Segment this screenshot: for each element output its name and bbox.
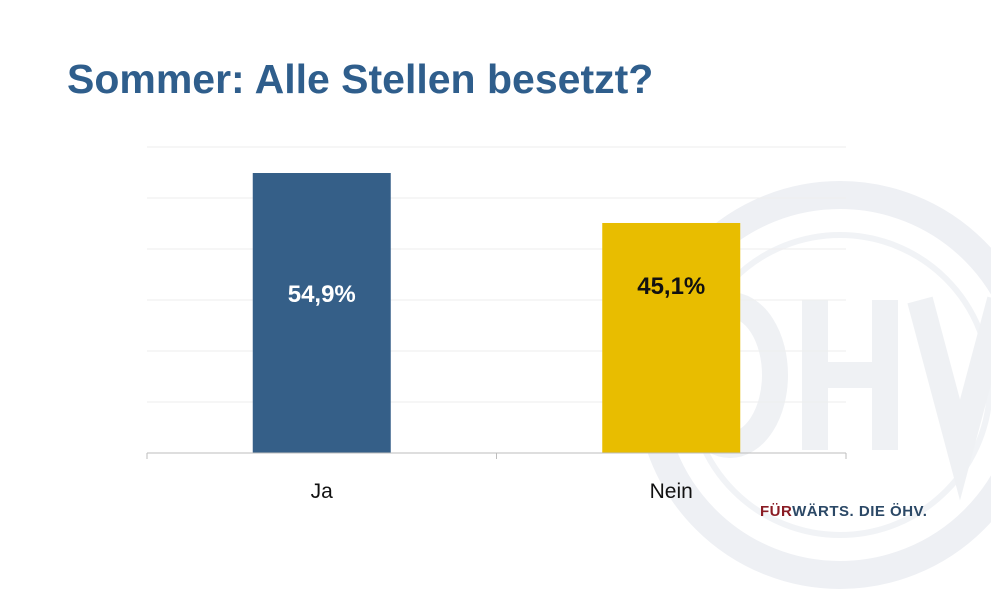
data-label: 54,9% bbox=[288, 281, 356, 308]
footer-slogan: FÜRWÄRTS. DIE ÖHV. bbox=[760, 503, 927, 520]
x-tick-label: Ja bbox=[311, 480, 334, 503]
footer-slogan-highlight: FÜR bbox=[760, 503, 793, 520]
page-title: Sommer: Alle Stellen besetzt? bbox=[67, 56, 654, 102]
data-label: 45,1% bbox=[637, 273, 705, 300]
bar-nein bbox=[602, 222, 741, 453]
x-tick-label: Nein bbox=[650, 480, 693, 503]
bar-chart: 54,9% Ja 45,1% Nein bbox=[146, 146, 847, 503]
bar-ja bbox=[252, 173, 391, 453]
footer-slogan-rest: WÄRTS. DIE ÖHV. bbox=[792, 503, 928, 520]
